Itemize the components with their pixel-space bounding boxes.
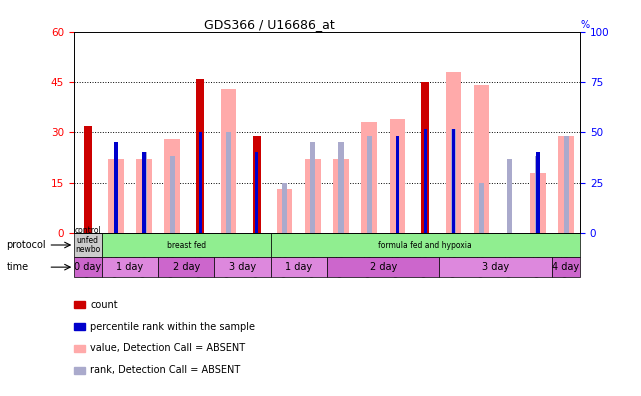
Text: breast fed: breast fed <box>167 240 206 249</box>
Text: value, Detection Call = ABSENT: value, Detection Call = ABSENT <box>90 343 246 354</box>
Bar <box>170 156 175 233</box>
Text: rank, Detection Call = ABSENT: rank, Detection Call = ABSENT <box>90 365 240 375</box>
Bar <box>535 156 540 233</box>
Bar <box>84 126 92 233</box>
Bar <box>537 152 540 233</box>
Bar <box>137 159 152 233</box>
Bar <box>305 159 320 233</box>
Bar <box>424 129 427 233</box>
Text: 1 day: 1 day <box>117 262 144 272</box>
Bar <box>395 136 399 233</box>
Text: 4 day: 4 day <box>553 262 579 272</box>
Text: formula fed and hypoxia: formula fed and hypoxia <box>378 240 472 249</box>
Bar <box>158 257 214 277</box>
Bar <box>253 136 260 233</box>
Bar <box>102 233 271 257</box>
Bar <box>479 183 484 233</box>
Bar <box>452 129 455 233</box>
Bar <box>333 159 349 233</box>
Bar <box>563 136 569 233</box>
Text: 2 day: 2 day <box>370 262 397 272</box>
Bar <box>282 183 287 233</box>
Bar <box>74 233 102 257</box>
Bar <box>221 89 236 233</box>
Bar <box>214 257 271 277</box>
Text: 0 day: 0 day <box>74 262 101 272</box>
Bar <box>558 136 574 233</box>
Text: time: time <box>6 262 29 272</box>
Text: 3 day: 3 day <box>229 262 256 272</box>
Text: GDS366 / U16686_at: GDS366 / U16686_at <box>204 18 335 31</box>
Bar <box>445 72 462 233</box>
Bar <box>74 257 102 277</box>
Bar <box>108 159 124 233</box>
Bar <box>474 86 489 233</box>
Bar <box>421 82 429 233</box>
Bar <box>226 132 231 233</box>
Bar <box>362 122 377 233</box>
Text: 1 day: 1 day <box>285 262 312 272</box>
Text: protocol: protocol <box>6 240 46 250</box>
Bar <box>327 257 440 277</box>
Text: %: % <box>580 20 589 30</box>
Bar <box>142 152 147 233</box>
Text: percentile rank within the sample: percentile rank within the sample <box>90 322 255 332</box>
Bar <box>196 79 204 233</box>
Bar <box>507 159 512 233</box>
Bar <box>451 129 456 233</box>
Bar <box>142 152 146 233</box>
Bar <box>199 132 202 233</box>
Bar <box>255 152 258 233</box>
Bar <box>277 189 292 233</box>
Bar <box>271 233 580 257</box>
Bar <box>530 173 545 233</box>
Bar <box>440 257 552 277</box>
Text: 3 day: 3 day <box>482 262 509 272</box>
Bar <box>390 119 405 233</box>
Text: 2 day: 2 day <box>172 262 200 272</box>
Bar <box>165 139 180 233</box>
Bar <box>338 143 344 233</box>
Bar <box>271 257 327 277</box>
Bar <box>367 136 372 233</box>
Bar <box>114 143 117 233</box>
Bar <box>552 257 580 277</box>
Text: count: count <box>90 300 118 310</box>
Bar <box>310 143 315 233</box>
Bar <box>102 257 158 277</box>
Text: control
unfed
newbo
rn: control unfed newbo rn <box>74 226 101 264</box>
